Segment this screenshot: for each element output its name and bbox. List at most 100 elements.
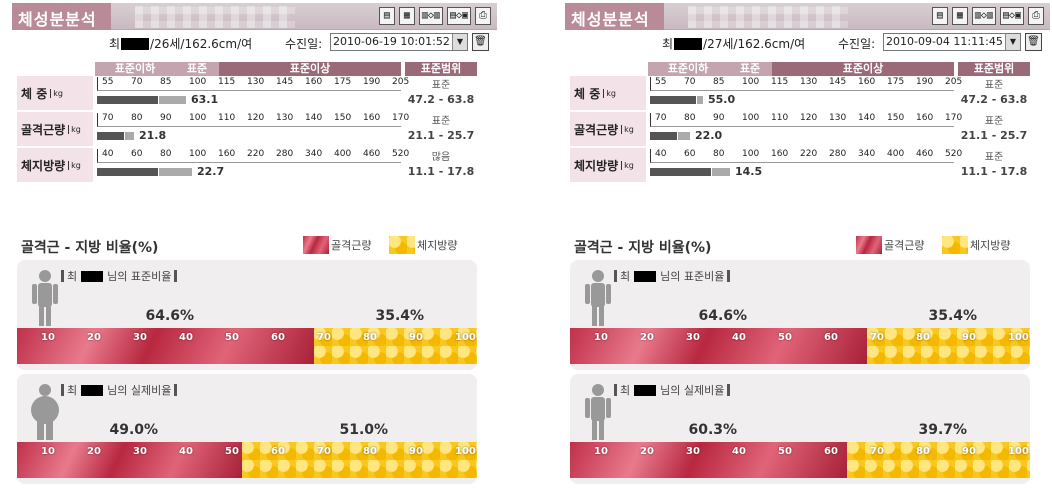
row-label-text: 체 중 bbox=[574, 86, 601, 101]
scale-tick: 90 bbox=[160, 113, 172, 123]
muscle-segment bbox=[17, 328, 314, 364]
ratio-tick: 40 bbox=[179, 332, 193, 343]
row-range: 많음 11.1 - 17.8 bbox=[405, 148, 477, 182]
ratio-tick: 90 bbox=[962, 332, 976, 343]
row-value: 14.5 bbox=[735, 165, 763, 178]
ratio-tick: 100 bbox=[455, 332, 476, 343]
panel-title: 체성분분석 bbox=[12, 3, 111, 30]
name-prefix: 최 bbox=[620, 384, 631, 397]
legend-fat-label: 체지방량 bbox=[970, 239, 1011, 252]
ratio-tick: 40 bbox=[179, 446, 193, 457]
standard-ratio-card: 최 님의 표준비율 64.6% 35.4% 10 20 30 40 50 60 70 80 90 1… bbox=[570, 260, 1030, 370]
scale-tick: 90 bbox=[713, 113, 725, 123]
ratio-tick: 60 bbox=[271, 332, 285, 343]
ratio-tick: 30 bbox=[686, 446, 700, 457]
row-label-text: 체 중 bbox=[21, 86, 48, 101]
delete-icon[interactable]: 🗑 bbox=[1025, 33, 1042, 51]
row-value: 22.7 bbox=[197, 165, 225, 178]
exam-date-select[interactable]: 2010-06-19 10:01:52 ▼ bbox=[330, 33, 468, 51]
ratio-tick: 60 bbox=[824, 446, 838, 457]
panel-header: 체성분분석 ▤ ▦ ▥◇▥ ▤◇▣ ⎙ bbox=[12, 3, 497, 30]
scale-tick: 205 bbox=[945, 77, 963, 87]
table-row: 체 중 kg 55 70 85 100 115 130 145 160 175 190 205 63.… bbox=[17, 76, 477, 110]
ratio-tick: 20 bbox=[87, 332, 101, 343]
chevron-down-icon[interactable]: ▼ bbox=[1005, 34, 1020, 50]
name-prefix: 최 bbox=[620, 270, 631, 283]
header-above-standard: 표준이상 bbox=[772, 62, 954, 76]
row-range-values: 47.2 - 63.8 bbox=[960, 93, 1028, 106]
ratio-tick: 20 bbox=[640, 446, 654, 457]
compare-icon[interactable]: ▥◇▥ bbox=[971, 7, 996, 25]
ratio-tick: 10 bbox=[41, 332, 55, 343]
legend-fat-label: 체지방량 bbox=[417, 239, 458, 252]
ratio-tick: 70 bbox=[317, 332, 331, 343]
muscle-percentage: 49.0% bbox=[109, 422, 159, 438]
detail-icon[interactable]: ▦ bbox=[951, 7, 968, 25]
row-range: 표준 47.2 - 63.8 bbox=[405, 76, 477, 110]
scale-tick: 80 bbox=[684, 113, 696, 123]
row-unit: kg bbox=[68, 160, 81, 170]
row-range-values: 11.1 - 17.8 bbox=[960, 165, 1028, 178]
ratio-card-title: 최 님의 표준비율 bbox=[61, 268, 178, 284]
muscle-percentage: 60.3% bbox=[688, 422, 738, 438]
row-scale: 55 70 85 100 115 130 145 160 175 190 205 bbox=[650, 77, 962, 91]
divider bbox=[614, 384, 617, 396]
actual-ratio-card: 최 님의 실제비율 49.0% 51.0% 10 20 30 40 50 60 70 80 90 1… bbox=[17, 374, 477, 484]
view-icon[interactable]: ▤ bbox=[378, 7, 395, 25]
export-icon[interactable]: ▤◇▣ bbox=[999, 7, 1024, 25]
print-icon[interactable]: ⎙ bbox=[475, 7, 491, 25]
ratio-tick: 30 bbox=[133, 446, 147, 457]
scale-tick: 60 bbox=[131, 149, 143, 159]
patient-details: /27세/162.6cm/여 bbox=[703, 37, 806, 51]
legend-muscle: 골격근량 bbox=[856, 236, 924, 254]
row-value: 21.8 bbox=[139, 129, 167, 142]
row-bar bbox=[650, 132, 691, 140]
ratio-card-title: 최 님의 실제비율 bbox=[61, 382, 178, 398]
row-label-text: 체지방량 bbox=[574, 158, 619, 173]
table-row: 체지방량 kg 40 60 80 100 160 220 280 340 400 460 520 14… bbox=[570, 148, 1030, 182]
name-prefix: 최 bbox=[67, 270, 78, 283]
row-label: 골격근량 kg bbox=[570, 112, 646, 146]
bar-light-segment bbox=[712, 168, 730, 176]
compare-icon[interactable]: ▥◇▥ bbox=[418, 7, 443, 25]
scale-tick: 80 bbox=[713, 149, 725, 159]
bar-dark-segment bbox=[650, 96, 696, 104]
row-bar bbox=[97, 96, 187, 104]
ratio-tick: 90 bbox=[409, 332, 423, 343]
scale-tick: 80 bbox=[131, 113, 143, 123]
header-above-standard: 표준이상 bbox=[219, 62, 401, 76]
ratio-card-label: 님의 실제비율 bbox=[660, 384, 725, 397]
patient-info-row: 최/26세/162.6cm/여 수진일: 2010-06-19 10:01:52… bbox=[17, 33, 497, 52]
scale-tick: 55 bbox=[655, 77, 667, 87]
patient-info: 최/26세/162.6cm/여 bbox=[109, 35, 252, 52]
fat-percentage: 35.4% bbox=[928, 308, 978, 324]
ratio-strip: 10 20 30 40 50 60 70 80 90 100 bbox=[570, 442, 1030, 478]
redaction-block bbox=[81, 270, 104, 282]
scale-tick: 80 bbox=[160, 149, 172, 159]
ratio-tick: 50 bbox=[778, 332, 792, 343]
muscle-segment bbox=[570, 442, 847, 478]
ratio-tick: 100 bbox=[455, 446, 476, 457]
overweight-figure-icon bbox=[31, 384, 59, 440]
scale-tick: 115 bbox=[218, 77, 236, 87]
ratio-card-label: 님의 실제비율 bbox=[107, 384, 172, 397]
view-icon[interactable]: ▤ bbox=[931, 7, 948, 25]
export-icon[interactable]: ▤◇▣ bbox=[446, 7, 471, 25]
chevron-down-icon[interactable]: ▼ bbox=[452, 34, 467, 50]
scale-tick: 70 bbox=[131, 77, 143, 87]
redaction-block bbox=[634, 384, 657, 396]
ratio-card-title: 최 님의 표준비율 bbox=[614, 268, 731, 284]
delete-icon[interactable]: 🗑 bbox=[472, 33, 489, 51]
redaction-block bbox=[81, 384, 104, 396]
row-unit: kg bbox=[621, 124, 634, 134]
redaction-block bbox=[634, 270, 657, 282]
bar-light-segment bbox=[159, 168, 192, 176]
exam-date-select[interactable]: 2010-09-04 11:11:45 ▼ bbox=[883, 33, 1021, 51]
print-icon[interactable]: ⎙ bbox=[1028, 7, 1044, 25]
ratio-tick: 80 bbox=[363, 332, 377, 343]
ratio-tick: 10 bbox=[594, 332, 608, 343]
ratio-tick: 20 bbox=[87, 446, 101, 457]
scale-tick: 130 bbox=[276, 113, 294, 123]
detail-icon[interactable]: ▦ bbox=[398, 7, 415, 25]
row-bar bbox=[650, 168, 731, 176]
